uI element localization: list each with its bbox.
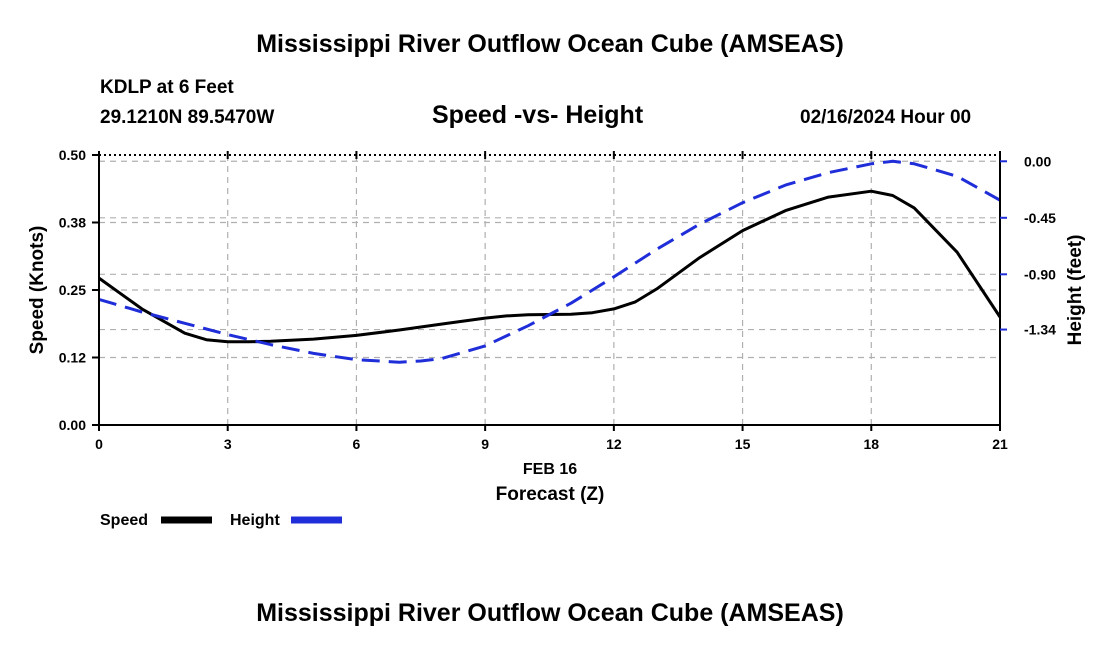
y-left-tick-label: 0.25 bbox=[59, 282, 86, 298]
y-right-tick-label: -0.90 bbox=[1024, 266, 1056, 282]
x-tick-label: 15 bbox=[735, 436, 751, 452]
y-right-tick-label: 0.00 bbox=[1024, 153, 1051, 169]
series-layer bbox=[98, 159, 1002, 364]
speed-series-line bbox=[98, 189, 1002, 344]
legend-speed-label: Speed bbox=[100, 512, 148, 529]
y-axis-left-title: Speed (Knots) bbox=[27, 226, 48, 355]
height-series-line bbox=[98, 159, 1001, 364]
x-axis-date-label: FEB 16 bbox=[523, 461, 577, 478]
x-tick-label: 6 bbox=[353, 436, 361, 452]
y-left-tick-label: 0.38 bbox=[59, 215, 86, 231]
y-axis-right-title: Height (feet) bbox=[1065, 235, 1086, 346]
chart-title: Mississippi River Outflow Ocean Cube (AM… bbox=[256, 30, 844, 58]
x-tick-label: 12 bbox=[606, 436, 622, 452]
forecast-datetime: 02/16/2024 Hour 00 bbox=[800, 107, 972, 128]
x-tick-label: 9 bbox=[481, 436, 489, 452]
axis-layer: 0 3 6 9 12 15 18 21 0.00 0.12 0.25 0.38 0.50 0.00 -0.4… bbox=[59, 147, 1056, 452]
grid-layer bbox=[99, 155, 1000, 425]
y-left-tick-label: 0.12 bbox=[59, 350, 86, 366]
footer-title: Mississippi River Outflow Ocean Cube (AM… bbox=[256, 599, 844, 627]
x-axis-title: Forecast (Z) bbox=[496, 484, 605, 505]
station-coordinates: 29.1210N 89.5470W bbox=[100, 107, 275, 128]
legend-height-label: Height bbox=[230, 512, 280, 529]
y-right-tick-label: -1.34 bbox=[1024, 322, 1056, 338]
legend: Speed Height bbox=[100, 512, 342, 529]
x-tick-label: 18 bbox=[863, 436, 879, 452]
x-tick-label: 3 bbox=[224, 436, 232, 452]
x-tick-label: 0 bbox=[95, 436, 103, 452]
x-tick-label: 21 bbox=[992, 436, 1008, 452]
y-left-tick-label: 0.50 bbox=[59, 147, 86, 163]
station-label: KDLP at 6 Feet bbox=[100, 77, 234, 98]
chart-subtitle: Speed -vs- Height bbox=[432, 101, 644, 129]
y-left-tick-label: 0.00 bbox=[59, 417, 86, 433]
y-right-tick-label: -0.45 bbox=[1024, 210, 1056, 226]
